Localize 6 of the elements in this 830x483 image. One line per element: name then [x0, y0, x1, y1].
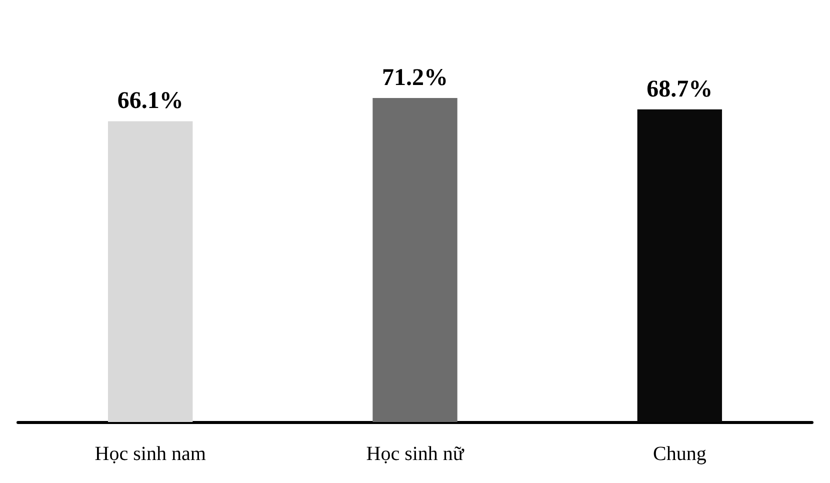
- data-label: 66.1%: [117, 88, 184, 114]
- x-tick-label: Học sinh nam: [94, 443, 206, 465]
- x-tick-label: Chung: [652, 443, 706, 465]
- data-label: 71.2%: [382, 65, 448, 92]
- data-label: 68.7%: [646, 76, 713, 102]
- x-tick-label: Học sinh nữ: [366, 443, 465, 465]
